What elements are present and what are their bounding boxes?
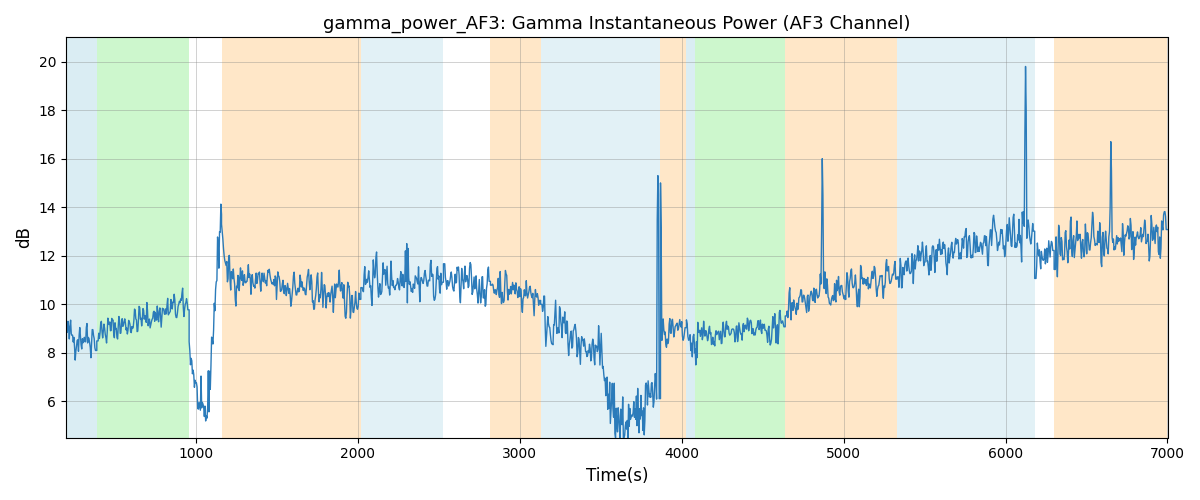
Bar: [695, 38, 785, 438]
Bar: [660, 38, 686, 438]
Bar: [97, 38, 190, 438]
Bar: [66, 38, 97, 438]
Bar: [785, 38, 896, 438]
Title: gamma_power_AF3: Gamma Instantaneous Power (AF3 Channel): gamma_power_AF3: Gamma Instantaneous Pow…: [323, 15, 911, 34]
Bar: [1054, 38, 1168, 438]
X-axis label: Time(s): Time(s): [586, 467, 648, 485]
Bar: [896, 38, 1034, 438]
Y-axis label: dB: dB: [14, 226, 32, 248]
Bar: [541, 38, 660, 438]
Bar: [686, 38, 695, 438]
Bar: [361, 38, 444, 438]
Bar: [491, 38, 541, 438]
Bar: [222, 38, 361, 438]
